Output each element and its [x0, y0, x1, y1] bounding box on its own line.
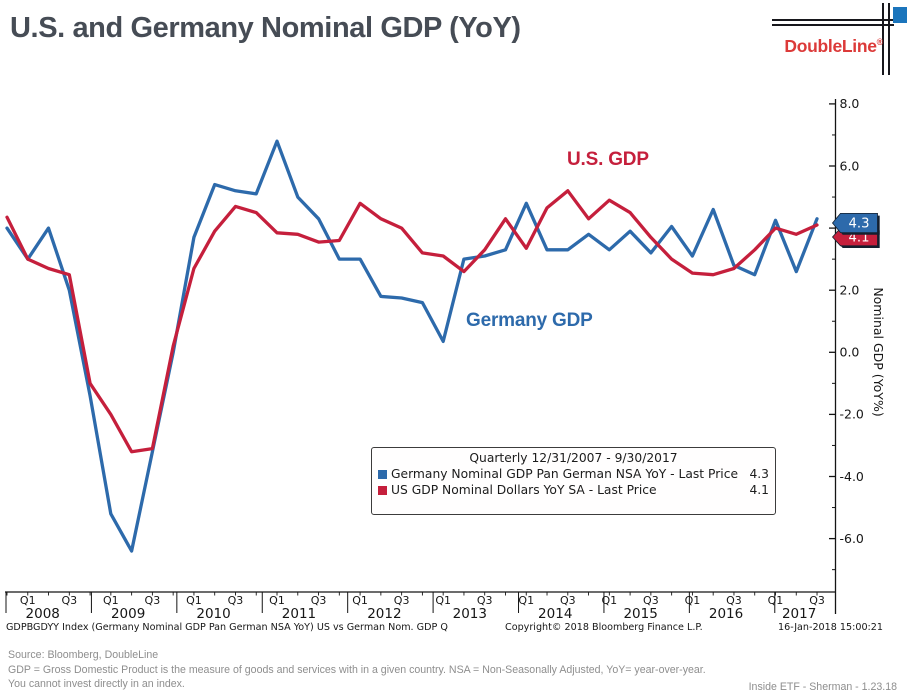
svg-text:2012: 2012: [367, 606, 401, 622]
legend-box: Quarterly 12/31/2007 - 9/30/2017 Germany…: [371, 447, 776, 515]
svg-text:Q3: Q3: [477, 594, 493, 607]
us-line: [5, 189, 819, 454]
legend-label: US GDP Nominal Dollars YoY SA - Last Pri…: [391, 483, 657, 497]
svg-text:2008: 2008: [26, 606, 60, 622]
last-price-tag-germany: [831, 213, 878, 233]
definition-line: GDP = Gross Domestic Product is the meas…: [8, 663, 706, 676]
svg-text:2016: 2016: [709, 606, 743, 622]
svg-text:-6.0: -6.0: [840, 531, 864, 546]
source-line: Source: Bloomberg, DoubleLine: [8, 649, 159, 661]
bloomberg-timestamp: 16-Jan-2018 15:00:21: [777, 622, 883, 633]
legend-title: Quarterly 12/31/2007 - 9/30/2017: [469, 451, 678, 465]
registered-mark-icon: ®: [876, 37, 884, 48]
logo-vertical-line-icon: [882, 3, 885, 75]
svg-text:Q3: Q3: [726, 594, 742, 607]
legend-entry-germany: Germany Nominal GDP Pan German NSA YoY -…: [378, 466, 769, 482]
svg-text:Q1: Q1: [685, 594, 701, 607]
legend-value: 4.1: [749, 483, 769, 497]
svg-text:Q1: Q1: [269, 594, 285, 607]
germany-line: [5, 139, 819, 553]
svg-text:Q1: Q1: [186, 594, 202, 607]
svg-text:4.3: 4.3: [849, 217, 870, 232]
legend-label: Germany Nominal GDP Pan German NSA YoY -…: [391, 467, 739, 481]
bloomberg-ticker-note: GDPBGDYY Index (Germany Nominal GDP Pan …: [6, 622, 448, 633]
svg-text:2017: 2017: [782, 606, 816, 622]
svg-text:Q1: Q1: [103, 594, 119, 607]
svg-text:2014: 2014: [538, 606, 572, 622]
legend-value: 4.3: [749, 467, 769, 481]
legend-entry-us: US GDP Nominal Dollars YoY SA - Last Pri…: [378, 482, 769, 498]
svg-text:2010: 2010: [196, 606, 230, 622]
us-gdp-series-label: U.S. GDP: [567, 149, 649, 170]
logo-blue-square-icon: [893, 7, 907, 23]
bloomberg-footer: GDPBGDYY Index (Germany Nominal GDP Pan …: [0, 622, 907, 636]
svg-text:Q1: Q1: [518, 594, 534, 607]
slide-footer: Inside ETF - Sherman - 1.23.18: [748, 681, 897, 693]
logo-wordmark: DoubleLine®: [784, 36, 884, 56]
y-axis-label: Nominal GDP (YoY%): [871, 287, 886, 416]
svg-text:-2.0: -2.0: [840, 407, 864, 422]
svg-text:Q3: Q3: [145, 594, 161, 607]
svg-text:6.0: 6.0: [840, 158, 860, 173]
svg-text:Q1: Q1: [435, 594, 451, 607]
doubleline-logo: DoubleLine®: [770, 2, 907, 80]
svg-text:Q3: Q3: [228, 594, 244, 607]
svg-text:2015: 2015: [623, 606, 657, 622]
svg-text:Q3: Q3: [61, 594, 77, 607]
svg-text:Q1: Q1: [768, 594, 784, 607]
svg-text:Q1: Q1: [352, 594, 368, 607]
logo-vertical-line-icon: [887, 3, 890, 75]
svg-text:2.0: 2.0: [840, 283, 860, 298]
source-block: Source: Bloomberg, DoubleLine GDP = Gros…: [8, 648, 868, 692]
svg-text:Q3: Q3: [809, 594, 825, 607]
page-title: U.S. and Germany Nominal GDP (YoY): [10, 12, 521, 44]
svg-text:Q1: Q1: [601, 594, 617, 607]
svg-text:2009: 2009: [111, 606, 145, 622]
germany-swatch-icon: [378, 469, 387, 479]
svg-text:Q3: Q3: [394, 594, 410, 607]
svg-text:8.0: 8.0: [840, 96, 860, 111]
germany-gdp-series-label: Germany GDP: [466, 310, 593, 331]
svg-text:0.0: 0.0: [840, 345, 860, 360]
svg-text:2011: 2011: [282, 606, 316, 622]
us-swatch-icon: [378, 485, 387, 495]
svg-text:Q3: Q3: [560, 594, 576, 607]
disclaimer-line: You cannot invest directly in an index.: [8, 678, 185, 690]
logo-horizontal-line-icon: [772, 24, 894, 27]
svg-text:Q1: Q1: [20, 594, 36, 607]
svg-text:Q3: Q3: [643, 594, 659, 607]
logo-horizontal-line-icon: [772, 19, 894, 22]
svg-text:Q3: Q3: [311, 594, 327, 607]
svg-text:-4.0: -4.0: [840, 469, 864, 484]
bloomberg-copyright: Copyright© 2018 Bloomberg Finance L.P.: [505, 622, 703, 633]
svg-text:2013: 2013: [453, 606, 487, 622]
